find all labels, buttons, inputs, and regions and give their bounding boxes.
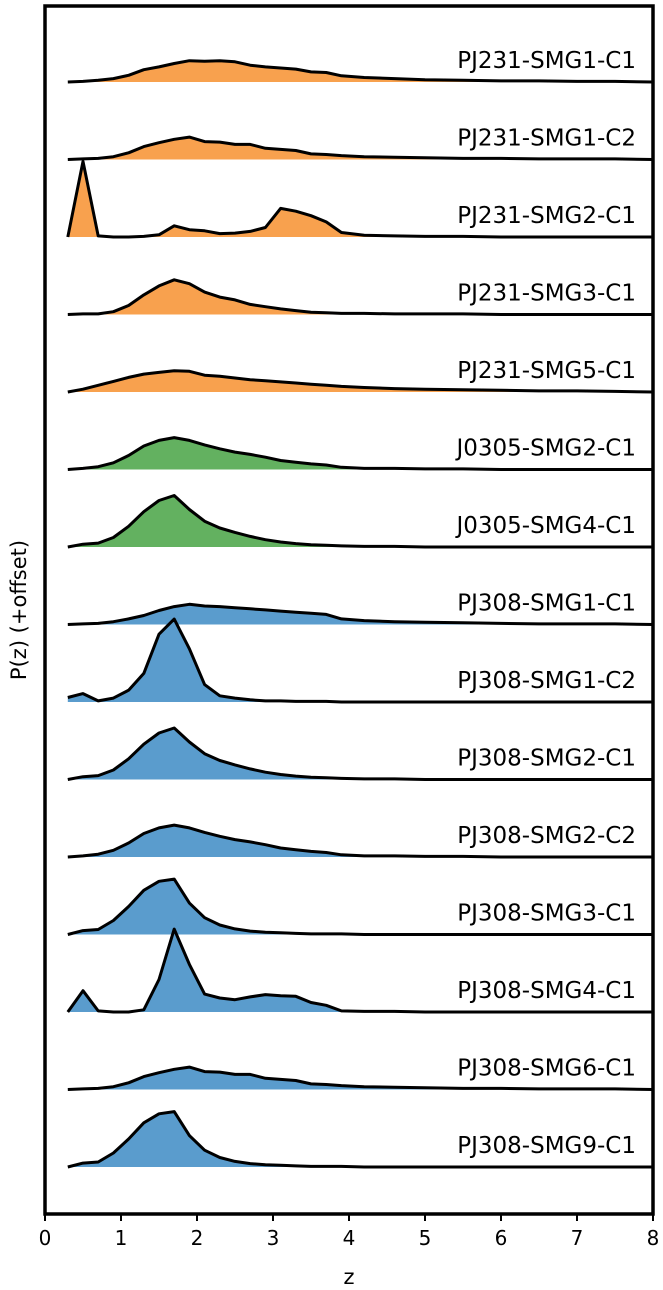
pz-line (67, 59, 654, 84)
series-label: PJ308-SMG6-C1 (457, 1056, 636, 1082)
series-label: PJ231-SMG1-C1 (457, 48, 636, 74)
series-pj308-smg9-c1: PJ308-SMG9-C1 (67, 1110, 654, 1169)
series-pj231-smg1-c1: PJ231-SMG1-C1 (67, 48, 654, 84)
series-pj308-smg1-c2: PJ308-SMG1-C2 (67, 617, 654, 704)
pz-area (67, 279, 654, 315)
pz-area (67, 437, 654, 470)
pz-area (67, 60, 654, 82)
series-label: PJ231-SMG1-C2 (457, 126, 636, 152)
pz-area (67, 879, 654, 935)
series-label: J0305-SMG4-C1 (454, 513, 636, 539)
series-label: PJ231-SMG3-C1 (457, 281, 636, 307)
x-tick-label: 1 (115, 1226, 128, 1250)
series-label: PJ308-SMG3-C1 (457, 901, 636, 927)
series-pj231-smg1-c2: PJ231-SMG1-C2 (67, 126, 654, 161)
pz-line (67, 369, 654, 394)
x-tick-label: 7 (571, 1226, 584, 1250)
pz-line (67, 823, 653, 859)
series-pj231-smg3-c1: PJ231-SMG3-C1 (67, 278, 654, 316)
series-pj231-smg5-c1: PJ231-SMG5-C1 (67, 358, 654, 394)
x-tick-label: 2 (191, 1226, 204, 1250)
series-label: PJ231-SMG5-C1 (457, 358, 636, 384)
series-layer: PJ231-SMG1-C1 PJ231-SMG1-C2 PJ231-SMG2-C1 P… (66, 48, 654, 1169)
series-pj308-smg2-c1: PJ308-SMG2-C1 (67, 726, 654, 781)
pz-line (66, 927, 653, 1014)
pz-line (67, 617, 653, 704)
series-label: PJ308-SMG2-C1 (457, 746, 636, 772)
series-label: PJ231-SMG2-C1 (457, 203, 636, 229)
series-pj308-smg2-c2: PJ308-SMG2-C2 (67, 823, 654, 859)
series-j0305-smg2-c1: J0305-SMG2-C1 (67, 436, 654, 471)
pz-line (67, 494, 653, 549)
x-tick-label: 8 (647, 1226, 660, 1250)
series-label: PJ308-SMG4-C1 (457, 978, 636, 1004)
pz-area (67, 604, 654, 625)
series-pj308-smg6-c1: PJ308-SMG6-C1 (67, 1056, 654, 1091)
series-pj308-smg1-c1: PJ308-SMG1-C1 (67, 591, 654, 626)
pz-area (67, 619, 654, 702)
y-axis-title: P(z) (+offset) (7, 540, 31, 680)
x-tick-label: 0 (39, 1226, 52, 1250)
series-j0305-smg4-c1: J0305-SMG4-C1 (67, 494, 654, 549)
series-label: J0305-SMG2-C1 (454, 436, 636, 462)
series-pj231-smg2-c1: PJ231-SMG2-C1 (66, 159, 654, 239)
pz-line (67, 877, 653, 936)
x-tick-label: 4 (343, 1226, 356, 1250)
x-tick-label: 6 (495, 1226, 508, 1250)
x-tick-label: 3 (267, 1226, 280, 1250)
series-label: PJ308-SMG9-C1 (457, 1133, 636, 1159)
pz-area (67, 929, 654, 1012)
series-label: PJ308-SMG2-C2 (457, 823, 636, 849)
pz-line (67, 1110, 653, 1169)
x-tick-label: 5 (419, 1226, 432, 1250)
pz-area (67, 728, 654, 780)
pz-line (66, 159, 653, 239)
series-pj308-smg4-c1: PJ308-SMG4-C1 (66, 927, 654, 1014)
series-label: PJ308-SMG1-C2 (457, 668, 636, 694)
x-axis-title: z (343, 1265, 354, 1289)
series-label: PJ308-SMG1-C1 (457, 591, 636, 617)
pz-area (67, 1111, 654, 1167)
pz-line (67, 1065, 654, 1091)
pz-line (67, 726, 653, 781)
pz-line (67, 436, 653, 471)
pz-area (67, 825, 654, 857)
pz-line (67, 135, 654, 161)
pz-line (67, 602, 654, 626)
pz-area (67, 495, 654, 547)
pz-line (67, 278, 653, 316)
x-axis-ticks: 0 1 2 3 4 5 6 7 8 (39, 1214, 660, 1250)
series-pj308-smg3-c1: PJ308-SMG3-C1 (67, 877, 654, 936)
